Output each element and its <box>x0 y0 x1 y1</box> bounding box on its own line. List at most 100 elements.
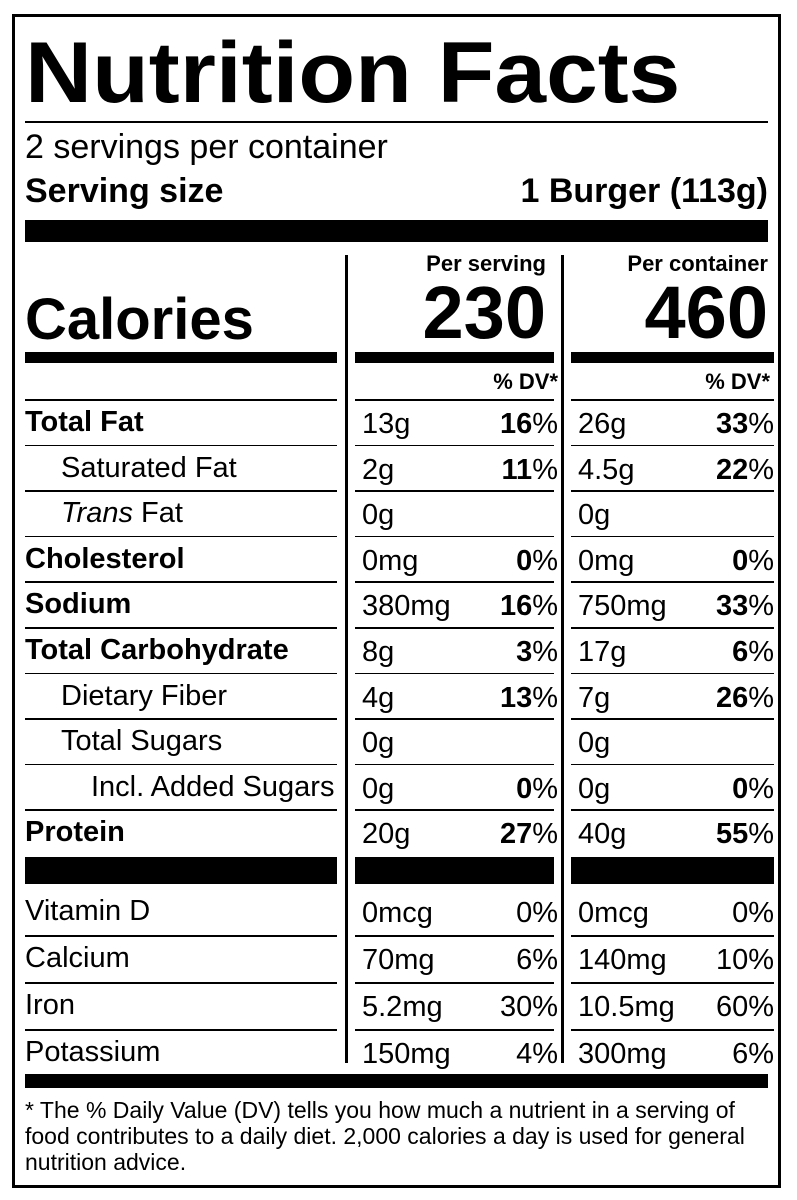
serving-amount: 0mg <box>362 544 419 577</box>
nutrient-name: Saturated Fat <box>61 451 237 484</box>
container-amount: 4.5g <box>578 453 635 486</box>
vitamin-bar <box>355 857 554 884</box>
row-divider <box>25 935 337 937</box>
nutrient-row: Cholesterol 0mg 0% 0mg 0% <box>25 536 774 582</box>
serving-amount: 70mg <box>362 944 435 976</box>
container-amount: 0mg <box>578 544 635 577</box>
calories-bar <box>25 352 337 363</box>
vitamin-name: Iron <box>25 989 75 1021</box>
vitamin-name: Vitamin D <box>25 895 151 927</box>
row-divider <box>355 490 554 492</box>
servings-per-container: 2 servings per container <box>25 128 388 166</box>
container-dv: 0% <box>732 897 774 929</box>
calories-bar <box>571 352 774 363</box>
container-dv: 6% <box>732 1038 774 1070</box>
serving-amount: 0mcg <box>362 897 433 929</box>
row-divider <box>355 444 554 447</box>
row-divider <box>571 763 774 766</box>
nutrient-name: Total Fat <box>25 406 144 438</box>
vitamin-row: Iron 5.2mg 30% 10.5mg 60% <box>25 982 774 1028</box>
serving-dv: 13% <box>499 681 558 714</box>
container-amount: 0g <box>578 499 611 532</box>
vitamin-name: Calcium <box>25 942 130 974</box>
dv-header-serving: % DV* <box>493 369 558 394</box>
serving-amount: 13g <box>362 408 411 440</box>
serving-dv: 6% <box>516 944 558 976</box>
container-dv: 33% <box>715 590 774 623</box>
row-divider <box>571 444 774 447</box>
calories-per-serving: 230 <box>422 271 546 354</box>
row-divider <box>571 982 774 984</box>
column-divider-serving <box>345 255 348 1063</box>
row-divider <box>571 490 774 492</box>
nutrient-row: Saturated Fat 2g 11% 4.5g 22% <box>25 445 774 491</box>
row-divider <box>355 627 554 629</box>
nutrient-row: Total Carbohydrate 8g 3% 17g 6% <box>25 627 774 673</box>
vitamin-bar <box>571 857 774 884</box>
container-dv: 6% <box>732 636 774 668</box>
container-dv: 10% <box>715 944 774 976</box>
serving-amount: 0g <box>362 499 395 532</box>
row-divider <box>355 718 554 720</box>
row-divider <box>25 581 337 583</box>
nutrient-row: Sodium 380mg 16% 750mg 33% <box>25 581 774 627</box>
serving-dv: 11% <box>501 453 558 486</box>
container-amount: 300mg <box>578 1038 667 1070</box>
container-dv: 55% <box>715 818 774 851</box>
serving-amount: 4g <box>362 681 395 714</box>
serving-amount: 2g <box>362 453 395 486</box>
serving-amount: 150mg <box>362 1038 451 1070</box>
calories-per-container: 460 <box>644 271 768 354</box>
nutrient-name: Dietary Fiber <box>61 679 227 712</box>
serving-dv: 4% <box>516 1038 558 1070</box>
serving-amount: 0g <box>362 727 395 760</box>
serving-dv: 3% <box>516 636 558 668</box>
nutrient-name: Cholesterol <box>25 542 185 575</box>
per-serving-header: Per serving <box>426 251 546 276</box>
row-divider <box>25 444 337 447</box>
container-dv: 22% <box>715 453 774 486</box>
container-amount: 0g <box>578 727 611 760</box>
vitamin-bar <box>25 857 337 884</box>
row-divider <box>571 535 774 538</box>
row-divider <box>571 672 774 675</box>
vitamin-name: Potassium <box>25 1036 161 1068</box>
nutrient-name: Total Carbohydrate <box>25 634 289 666</box>
container-dv: 33% <box>715 408 774 440</box>
container-amount: 40g <box>578 818 627 851</box>
row-divider <box>355 809 554 811</box>
container-amount: 7g <box>578 681 611 714</box>
row-divider <box>571 581 774 583</box>
row-divider <box>571 399 774 401</box>
row-divider <box>355 535 554 538</box>
row-divider <box>571 809 774 811</box>
serving-dv: 16% <box>499 408 558 440</box>
serving-size-label: Serving size <box>25 172 224 210</box>
row-divider <box>571 935 774 937</box>
row-divider <box>25 490 337 492</box>
nutrient-row: Total Fat 13g 16% 26g 33% <box>25 399 774 445</box>
nutrient-row: Incl. Added Sugars 0g 0% 0g 0% <box>25 764 774 810</box>
serving-amount: 380mg <box>362 590 451 623</box>
serving-size-value: 1 Burger (113g) <box>520 172 768 210</box>
container-amount: 750mg <box>578 590 667 623</box>
nutrient-row: Trans Fat 0g 0g <box>25 490 768 536</box>
nutrient-row: Dietary Fiber 4g 13% 7g 26% <box>25 673 774 719</box>
container-amount: 26g <box>578 408 627 440</box>
serving-amount: 5.2mg <box>362 991 443 1023</box>
vitamin-row: Potassium 150mg 4% 300mg 6% <box>25 1029 774 1075</box>
row-divider <box>355 672 554 675</box>
row-divider <box>25 763 337 766</box>
nutrient-name: Trans Fat <box>61 497 183 530</box>
serving-dv: 0% <box>516 772 558 805</box>
serving-dv: 0% <box>516 897 558 929</box>
thick-divider <box>25 220 768 242</box>
serving-amount: 20g <box>362 818 411 851</box>
row-divider <box>25 718 337 720</box>
serving-amount: 0g <box>362 772 395 805</box>
row-divider <box>355 763 554 766</box>
row-divider <box>355 982 554 984</box>
vitamin-row: Calcium 70mg 6% 140mg 10% <box>25 935 774 981</box>
vitamin-row: Vitamin D 0mcg 0% 0mcg 0% <box>25 888 774 934</box>
container-dv: 60% <box>715 991 774 1023</box>
